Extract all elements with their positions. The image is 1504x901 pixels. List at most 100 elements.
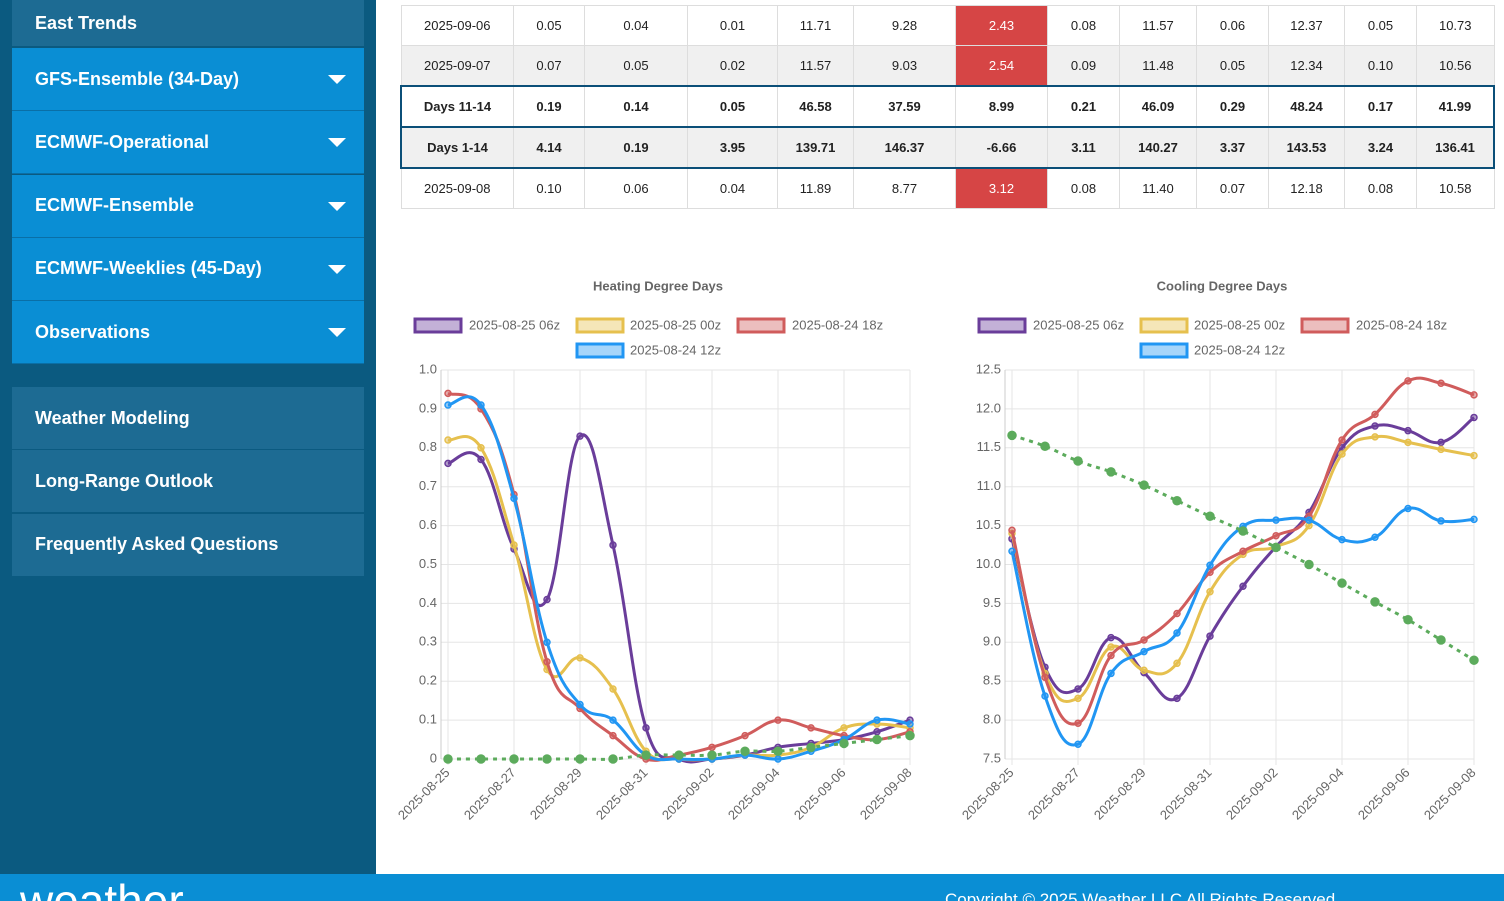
menu-link[interactable]: Long-Range Outlook xyxy=(12,450,364,514)
table-cell: 3.24 xyxy=(1344,126,1417,169)
legend-label: 2025-08-24 12z xyxy=(630,342,721,357)
table-cell: 2025-09-07 xyxy=(400,45,514,87)
table-cell: 0.10 xyxy=(513,167,585,209)
legend-swatch xyxy=(736,317,786,334)
y-tick-label: 0.6 xyxy=(419,517,437,532)
y-tick-label: 0.2 xyxy=(419,673,437,688)
data-point xyxy=(510,494,518,503)
table-cell: 0.29 xyxy=(1196,85,1269,128)
series-line xyxy=(447,391,911,762)
data-point xyxy=(773,746,783,756)
data-point xyxy=(1074,719,1082,727)
x-tick-label: 2025-09-04 xyxy=(725,765,783,823)
x-tick-label: 2025-08-29 xyxy=(527,765,585,823)
legend-swatch xyxy=(1139,342,1189,359)
table-cell: Days 11-14 xyxy=(400,85,514,128)
table-cell: 2025-09-08 xyxy=(400,167,514,209)
table-cell: 146.37 xyxy=(853,126,956,169)
data-point xyxy=(1173,609,1181,618)
data-point xyxy=(707,750,717,760)
data-point xyxy=(1074,694,1082,703)
y-tick-label: 12.0 xyxy=(976,400,1001,415)
table-cell: 11.40 xyxy=(1119,167,1197,209)
y-tick-label: 1.0 xyxy=(419,361,437,376)
table-cell: 3.95 xyxy=(687,126,778,169)
dropdown-arrow[interactable] xyxy=(328,138,346,148)
data-point xyxy=(840,724,848,732)
table-cell: 3.11 xyxy=(1047,126,1120,169)
menu-dropdown[interactable]: ECMWF-Operational xyxy=(12,111,364,175)
legend-swatch xyxy=(977,317,1027,334)
data-point xyxy=(1404,426,1412,435)
y-tick-label: 8.5 xyxy=(983,673,1001,688)
y-tick-label: 11.5 xyxy=(977,439,1001,454)
x-tick-label: 2025-09-06 xyxy=(791,765,849,823)
data-point xyxy=(1371,433,1379,441)
data-point xyxy=(1041,692,1049,700)
data-point xyxy=(642,724,650,732)
data-point xyxy=(1371,422,1379,430)
copyright: Copyright © 2025 Weather LLC All Rights … xyxy=(945,890,1336,901)
data-point xyxy=(740,746,750,756)
data-point xyxy=(476,754,486,764)
table-cell: 0.19 xyxy=(513,85,585,128)
legend-label: 2025-08-24 18z xyxy=(792,317,883,332)
table-cell: 0.10 xyxy=(1344,45,1417,87)
y-tick-label: 11.0 xyxy=(977,478,1001,493)
data-point xyxy=(609,541,617,549)
x-tick-label: 2025-08-27 xyxy=(461,765,519,823)
dropdown-arrow[interactable] xyxy=(328,75,346,84)
data-point xyxy=(1305,516,1313,524)
y-tick-label: 10.5 xyxy=(976,517,1001,532)
table-cell: -6.66 xyxy=(955,126,1048,169)
legend-swatch xyxy=(1300,317,1350,334)
dropdown-arrow[interactable] xyxy=(328,264,346,274)
data-point xyxy=(1436,635,1446,645)
table-row: 2025-09-08 0.10 0.06 0.04 11.89 8.77 3.12 0.08 1… xyxy=(400,167,1495,209)
table-cell: 140.27 xyxy=(1119,126,1197,169)
data-point xyxy=(609,716,617,724)
table-cell: 2.43 xyxy=(955,5,1048,46)
data-point xyxy=(1206,587,1214,596)
data-point xyxy=(444,389,452,398)
data-point xyxy=(543,595,551,604)
data-point xyxy=(674,750,684,760)
data-point xyxy=(839,738,849,749)
x-tick-label: 2025-08-25 xyxy=(959,765,1017,823)
y-tick-label: 0.1 xyxy=(419,712,437,727)
menu-dropdown[interactable]: Observations xyxy=(12,301,364,365)
x-tick-label: 2025-09-04 xyxy=(1289,765,1347,823)
data-point xyxy=(1206,632,1214,640)
data-point xyxy=(1338,535,1346,544)
menu-link[interactable]: Weather Modeling xyxy=(12,387,364,450)
menu-dropdown[interactable]: ECMWF-Weeklies (45-Day) xyxy=(12,237,364,301)
table-row: 2025-09-06 0.05 0.04 0.01 11.71 9.28 2.43 0.08 1… xyxy=(400,5,1495,46)
logo[interactable]: weather xyxy=(20,875,184,901)
menu-dropdown[interactable]: GFS-Ensemble (34-Day) xyxy=(12,48,364,111)
menu-link[interactable]: Frequently Asked Questions xyxy=(12,513,364,577)
data-point xyxy=(1140,647,1148,656)
data-point xyxy=(444,401,452,409)
data-point xyxy=(1437,379,1445,387)
table-cell: 0.06 xyxy=(584,167,688,209)
data-point xyxy=(774,755,782,763)
data-point xyxy=(1371,410,1379,419)
table-cell: 0.08 xyxy=(1344,167,1417,209)
data-point xyxy=(1370,597,1380,607)
series-line xyxy=(1010,434,1475,703)
data-point xyxy=(1140,666,1148,675)
data-point xyxy=(872,734,882,745)
table-cell: 0.17 xyxy=(1344,85,1417,128)
data-point xyxy=(873,728,881,736)
menu-item[interactable]: East Trends xyxy=(12,0,364,47)
dropdown-arrow[interactable] xyxy=(328,328,346,338)
legend-label: 2025-08-24 12z xyxy=(1194,342,1285,357)
data-point xyxy=(444,436,452,444)
data-point xyxy=(1238,526,1248,536)
x-tick-label: 2025-08-27 xyxy=(1025,765,1083,823)
dropdown-arrow[interactable] xyxy=(328,201,346,211)
menu-dropdown[interactable]: ECMWF-Ensemble xyxy=(12,174,364,238)
data-point xyxy=(1107,669,1115,678)
legend-label: 2025-08-25 00z xyxy=(630,317,721,332)
table-cell: 37.59 xyxy=(853,85,956,128)
